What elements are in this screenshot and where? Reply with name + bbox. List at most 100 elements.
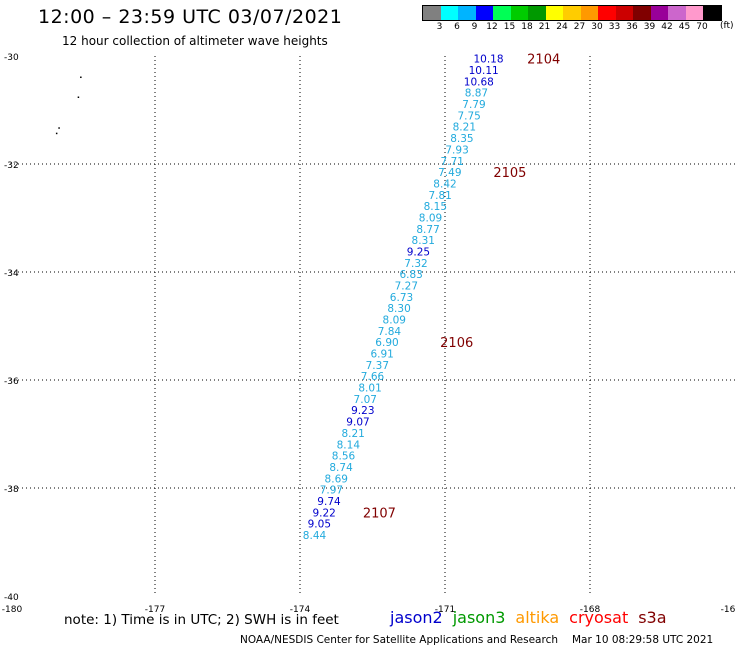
swh-label: 6.91: [370, 349, 393, 361]
swh-label: 8.31: [412, 235, 435, 247]
x-tick-label: -174: [290, 605, 311, 615]
mission-jason2: jason2: [390, 608, 443, 627]
credit-text: NOAA/NESDIS Center for Satellite Applica…: [240, 634, 558, 646]
swh-label: 10.11: [469, 65, 499, 77]
swh-label: 9.74: [317, 496, 341, 508]
swh-label: 8.56: [332, 451, 356, 463]
swh-label: 7.79: [462, 99, 485, 111]
swh-label: 7.81: [428, 190, 451, 202]
swh-label: 7.37: [366, 360, 389, 372]
swh-label: 8.21: [341, 428, 364, 440]
swh-label: 7.07: [354, 394, 377, 406]
land-dot: [80, 76, 82, 79]
color-swatch: [545, 6, 563, 20]
swh-label: 8.09: [419, 212, 442, 224]
color-swatch: [458, 6, 476, 20]
color-swatch: [685, 6, 703, 20]
swh-label: 10.18: [473, 54, 503, 66]
swh-label: 8.21: [453, 122, 476, 134]
land-dot: [58, 127, 60, 129]
swh-label: 8.15: [424, 201, 447, 213]
color-swatch: [528, 6, 546, 20]
swh-label: 7.93: [445, 144, 468, 156]
color-legend-label: 39: [643, 22, 656, 32]
time-label: 2106: [440, 336, 473, 351]
swh-label: 7.66: [361, 371, 385, 383]
swh-label: 7.84: [378, 326, 402, 338]
time-label: 2104: [527, 53, 560, 68]
color-swatch: [475, 6, 493, 20]
swh-label: 8.14: [337, 439, 361, 451]
swh-label: 6.90: [375, 337, 398, 349]
swh-label: 8.30: [387, 303, 410, 315]
time-label: 2105: [493, 166, 526, 181]
color-swatch: [440, 6, 458, 20]
color-legend-unit: (ft): [720, 21, 734, 31]
swh-label: 8.74: [329, 462, 353, 474]
color-legend-swatches: [422, 5, 722, 21]
color-legend-label: 33: [608, 22, 621, 32]
color-swatch: [668, 6, 686, 20]
swh-label: 8.42: [433, 178, 456, 190]
color-swatch: [423, 6, 441, 20]
mission-jason3: jason3: [452, 608, 506, 627]
color-legend-label: 45: [678, 22, 691, 32]
swh-label: 9.23: [351, 405, 374, 417]
swh-label: 8.87: [465, 88, 488, 100]
color-swatch: [563, 6, 581, 20]
color-swatch: [598, 6, 616, 20]
y-tick-label: -36: [4, 377, 19, 387]
y-tick-label: -32: [4, 161, 19, 171]
x-tick-label: -177: [145, 605, 165, 615]
color-legend-label: 9: [471, 22, 478, 32]
swh-label: 7.49: [438, 167, 461, 179]
color-swatch: [580, 6, 598, 20]
swh-label: 6.73: [390, 292, 413, 304]
color-legend-label: 24: [556, 22, 568, 32]
color-legend-label: 12: [486, 22, 498, 32]
swh-label: 7.71: [441, 156, 464, 168]
x-tick-label: -180: [2, 605, 23, 615]
y-tick-label: -34: [4, 269, 19, 279]
color-legend-label: 21: [538, 22, 551, 32]
x-tick-label: -171: [435, 605, 455, 615]
swh-label: 9.07: [346, 417, 369, 429]
swh-label: 8.01: [358, 383, 381, 395]
swh-label: 8.69: [325, 473, 348, 485]
chart-title: 12:00 – 23:59 UTC 03/07/2021: [38, 6, 343, 28]
swh-label: 8.35: [450, 133, 473, 145]
color-legend-labels: 3 6 9 12 15 18 21 24 27 30 33 36 39 42 45 70: [422, 21, 722, 33]
land-dot: [55, 132, 58, 135]
y-tick-label: -30: [4, 53, 19, 63]
color-swatch: [650, 6, 668, 20]
generated-timestamp: Mar 10 08:29:58 UTC 2021: [572, 634, 714, 646]
mission-s3a: s3a: [638, 608, 667, 627]
mission-legend: jason2 jason3 altika cryosat s3a: [390, 608, 677, 627]
swh-label: 7.32: [404, 258, 427, 270]
mission-cryosat: cryosat: [569, 608, 629, 627]
y-tick-label: -40: [4, 593, 19, 603]
chart-subtitle: 12 hour collection of altimeter wave hei…: [62, 34, 328, 48]
color-swatch: [510, 6, 528, 20]
swh-label: 8.44: [303, 530, 327, 542]
swh-label: 9.05: [308, 519, 331, 531]
color-swatch: [703, 6, 721, 20]
swh-label: 10.68: [464, 76, 494, 88]
swh-label: 8.09: [383, 315, 406, 327]
footer-credit: NOAA/NESDIS Center for Satellite Applica…: [240, 634, 713, 646]
color-legend-label: 36: [626, 22, 638, 32]
color-legend-label: 70: [696, 22, 708, 32]
color-legend-label: 15: [503, 22, 516, 32]
color-swatch: [615, 6, 633, 20]
color-legend-label: 30: [591, 22, 603, 32]
swh-label: 7.27: [395, 281, 418, 293]
land-dot: [77, 96, 80, 98]
color-legend: 3 6 9 12 15 18 21 24 27 30 33 36 39 42 45 70: [422, 5, 722, 33]
swh-label: 8.77: [416, 224, 439, 236]
color-legend-label: 18: [521, 22, 533, 32]
footer-note: note: 1) Time is in UTC; 2) SWH is in fe…: [64, 612, 339, 628]
color-swatch: [633, 6, 651, 20]
swh-label: 7.75: [457, 110, 480, 122]
color-swatch: [493, 6, 511, 20]
